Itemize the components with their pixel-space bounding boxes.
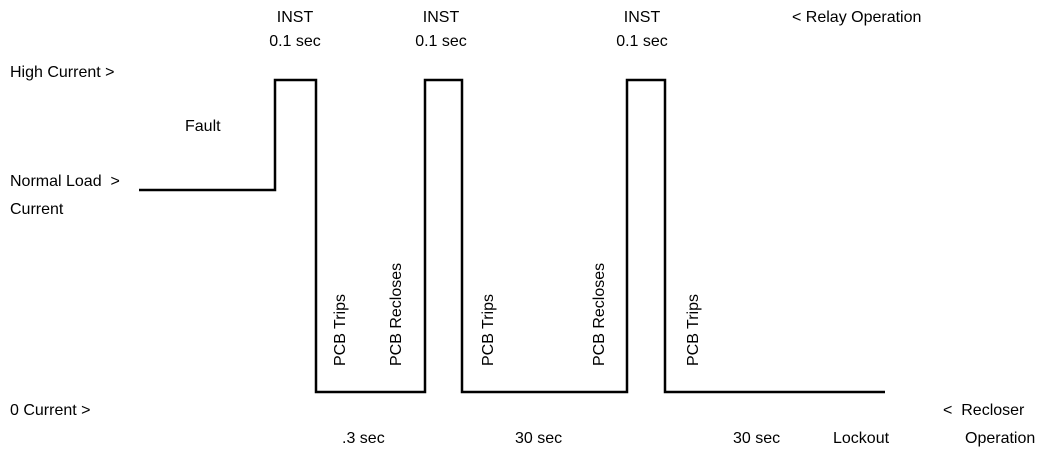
current-trace bbox=[139, 78, 885, 394]
recloser-label: < Recloser bbox=[943, 402, 1025, 419]
inst-label-3-type: INST bbox=[623, 9, 661, 26]
pcb-trips-label-3: PCB Trips bbox=[685, 293, 702, 366]
inst-label-2: INST 0.1 sec bbox=[401, 8, 481, 51]
zero-current-label: 0 Current > bbox=[10, 402, 91, 419]
pcb-recloses-label-2: PCB Recloses bbox=[591, 262, 608, 366]
relay-operation-label: < Relay Operation bbox=[792, 9, 922, 26]
interval-label-3: 30 sec bbox=[733, 430, 781, 447]
pcb-trips-label-1: PCB Trips bbox=[332, 293, 349, 366]
pcb-trips-label-2: PCB Trips bbox=[480, 293, 497, 366]
high-current-label: High Current > bbox=[10, 64, 115, 81]
inst-label-2-type: INST bbox=[422, 9, 460, 26]
normal-load-label: Normal Load > bbox=[10, 173, 120, 190]
operation-label: Operation bbox=[965, 430, 1036, 447]
interval-label-2: 30 sec bbox=[515, 430, 563, 447]
inst-label-1-type: INST bbox=[276, 9, 314, 26]
current-label: Current bbox=[10, 201, 64, 218]
inst-label-1: INST 0.1 sec bbox=[255, 8, 335, 51]
inst-label-2-time: 0.1 sec bbox=[415, 33, 467, 50]
pcb-recloses-label-1: PCB Recloses bbox=[388, 262, 405, 366]
inst-label-3: INST 0.1 sec bbox=[602, 8, 682, 51]
interval-label-1: .3 sec bbox=[342, 430, 385, 447]
inst-label-1-time: 0.1 sec bbox=[269, 33, 321, 50]
fault-label: Fault bbox=[185, 118, 221, 135]
inst-label-3-time: 0.1 sec bbox=[616, 33, 668, 50]
lockout-label: Lockout bbox=[833, 430, 890, 447]
